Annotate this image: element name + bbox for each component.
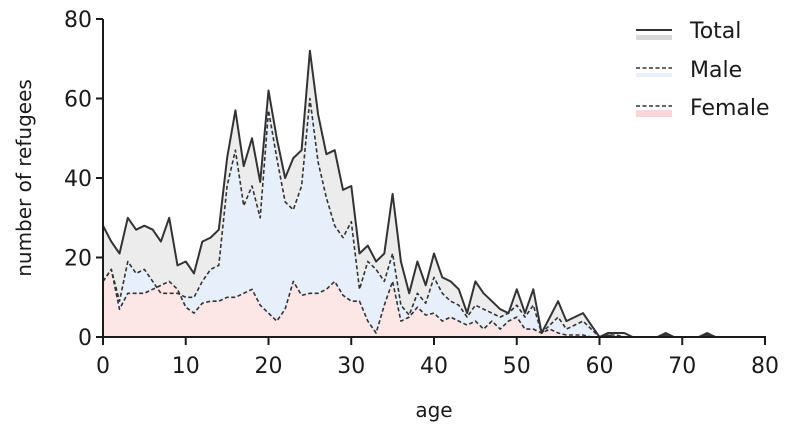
axes-group: 0 20 40 60 80 0 10 20 30 40 50 60 70 80	[64, 8, 779, 379]
legend-swatch-total	[636, 35, 672, 40]
x-tick-label: 40	[420, 354, 448, 379]
legend-swatch-female	[636, 110, 672, 117]
legend-label-male: Male	[690, 58, 742, 83]
y-tick-label: 0	[78, 326, 92, 351]
legend-item-male: Male	[636, 58, 742, 83]
area-female	[103, 269, 765, 337]
x-tick-label: 50	[503, 354, 531, 379]
area-male	[103, 98, 765, 337]
line-male	[102, 97, 765, 338]
area-series-group	[103, 50, 765, 338]
legend: Total Male Female	[636, 19, 770, 121]
x-tick-label: 80	[751, 354, 779, 379]
x-tick-label: 0	[96, 354, 110, 379]
x-axis-ticks: 0 10 20 30 40 50 60 70 80	[96, 337, 779, 379]
y-axis-ticks: 0 20 40 60 80	[64, 8, 103, 351]
y-tick-label: 80	[64, 8, 92, 33]
x-tick-label: 10	[172, 354, 200, 379]
x-tick-label: 30	[337, 354, 365, 379]
legend-item-female: Female	[636, 96, 770, 121]
legend-label-female: Female	[690, 96, 770, 121]
x-tick-label: 60	[586, 354, 614, 379]
legend-label-total: Total	[689, 19, 741, 44]
legend-item-total: Total	[636, 19, 741, 44]
y-tick-label: 40	[64, 167, 92, 192]
x-tick-label: 70	[668, 354, 696, 379]
y-axis-title: number of refugees	[12, 79, 36, 277]
x-tick-label: 20	[255, 354, 283, 379]
y-tick-label: 20	[64, 247, 92, 272]
legend-swatch-male	[636, 73, 672, 77]
y-tick-label: 60	[64, 88, 92, 113]
x-axis-title: age	[415, 398, 452, 422]
